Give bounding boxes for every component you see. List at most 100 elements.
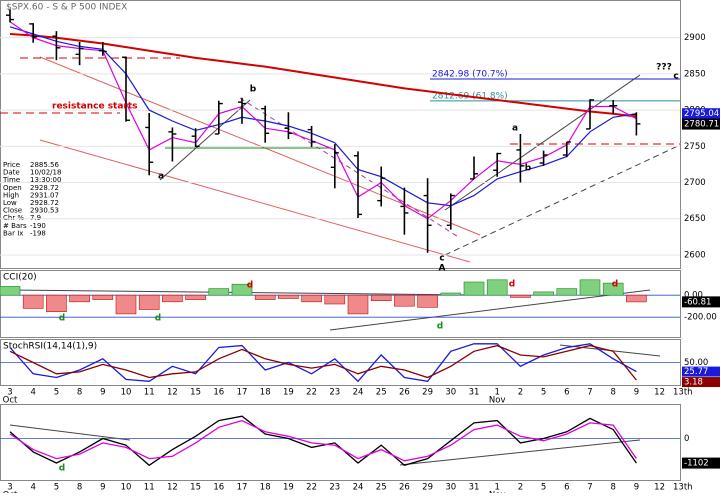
x-tick-label: 5 (54, 483, 59, 493)
x-tick-label: 3 (7, 483, 12, 493)
annotation: a (158, 172, 164, 182)
annotation: c (439, 254, 444, 264)
x-tick-label: 8 (610, 483, 615, 493)
indicator-line (9, 415, 637, 467)
x-tick-label: 26 (399, 483, 410, 493)
last-value: 25.77 (684, 367, 708, 377)
x-tick-label: 12 (167, 483, 178, 493)
cci-bar (0, 286, 21, 296)
cci-bar (417, 294, 438, 308)
info-key: Bar Ix (3, 229, 23, 237)
indicator-line (9, 344, 637, 381)
last-value: -60.81 (684, 297, 711, 307)
x-tick-label: 12 (654, 483, 665, 493)
cci-bar (602, 282, 624, 296)
x-tick-label: 15 (190, 388, 201, 398)
annotation: c (673, 72, 678, 82)
x-tick-label: 15 (190, 483, 201, 493)
x-tick-label: 30 (445, 483, 456, 493)
x-tick-label: 31 (469, 388, 480, 398)
cci-bar (324, 294, 346, 305)
info-key: Time (2, 176, 20, 184)
info-key: Open (3, 184, 22, 192)
y-tick-label: 50.00 (684, 358, 708, 368)
cci-bar (510, 294, 531, 298)
cci-panel (0, 270, 681, 338)
cci-bar (556, 288, 578, 296)
x-tick-label: 5 (54, 388, 59, 398)
channel-line (444, 74, 641, 211)
cci-bar (92, 294, 114, 300)
x-tick-label: 17 (237, 483, 248, 493)
x-tick-label: 5 (541, 388, 546, 398)
annotation: A (439, 264, 446, 274)
cci-bar (185, 294, 206, 300)
chart-title: $SPX.60 - S & P 500 INDEX (6, 3, 127, 13)
bottom-panel (0, 404, 681, 481)
x-tick-label: 11 (144, 388, 155, 398)
channel-line (159, 99, 251, 181)
x-tick-label: 4 (30, 483, 35, 493)
cci-bar (533, 291, 554, 296)
last-value-box (682, 457, 720, 469)
x-tick-label: 4 (30, 388, 35, 398)
cci-bar (626, 294, 647, 303)
x-tick-label: 8 (77, 483, 82, 493)
info-value: -190 (30, 222, 46, 230)
info-key: Low (3, 199, 17, 207)
info-value: 2931.07 (30, 191, 59, 199)
x-tick-label: 6 (564, 388, 569, 398)
x-tick-label: 18 (260, 388, 271, 398)
cci-bar (162, 294, 183, 303)
info-value: 2885.56 (30, 161, 59, 169)
last-value: 2795.04 (684, 109, 719, 119)
price-panel (0, 0, 681, 269)
x-tick-label: 13th (673, 388, 693, 398)
annotation: d (612, 280, 618, 290)
annotation: b (250, 85, 257, 95)
info-key: High (3, 191, 19, 199)
y-tick-label: 2750 (684, 142, 706, 152)
info-key: Chr % (3, 214, 24, 222)
y-tick-label: 2700 (684, 178, 706, 188)
cci-bar (347, 294, 369, 315)
info-value: 7.9 (30, 214, 41, 222)
info-key: # Bars (3, 222, 27, 230)
x-tick-label: 3 (7, 388, 12, 398)
x-tick-label: 11 (144, 483, 155, 493)
x-tick-label: 12 (654, 388, 665, 398)
moving-average (9, 33, 637, 118)
cci-bar (69, 294, 90, 303)
x-tick-label: 7 (587, 388, 592, 398)
x-tick-label: 26 (399, 388, 410, 398)
annotation: resistance starts (52, 102, 138, 112)
info-box: Price 2885.56 Date 10/02/18 Time 13:30:00 Open… (2, 161, 61, 237)
x-tick-label: 10 (121, 388, 132, 398)
x-tick-label: 16 (213, 388, 224, 398)
bottom-trend (9, 424, 131, 441)
x-tick-label: 6 (564, 483, 569, 493)
info-value: 10/02/18 (30, 169, 61, 177)
x-tick-label: 25 (376, 388, 387, 398)
annotation: d (59, 314, 65, 324)
annotation: a (512, 124, 518, 134)
month-label: Oct (3, 396, 18, 406)
moving-average (9, 21, 637, 220)
x-tick-label: 5 (541, 483, 546, 493)
cci-bar (254, 294, 276, 300)
x-tick-label: 24 (353, 388, 364, 398)
annotation: ??? (656, 63, 672, 73)
last-value-box (682, 377, 720, 388)
annotation: d (509, 280, 515, 290)
x-tick-label: 18 (260, 483, 271, 493)
info-key: Close (3, 207, 22, 215)
x-tick-label: 29 (422, 388, 433, 398)
panel-label: CCI(20) (3, 273, 37, 283)
cci-bar (278, 294, 299, 299)
info-key: Price (3, 161, 20, 169)
cci-trend (329, 289, 651, 331)
cci-bar (231, 283, 253, 296)
x-tick-label: 24 (353, 483, 364, 493)
x-tick-label: 25 (376, 483, 387, 493)
